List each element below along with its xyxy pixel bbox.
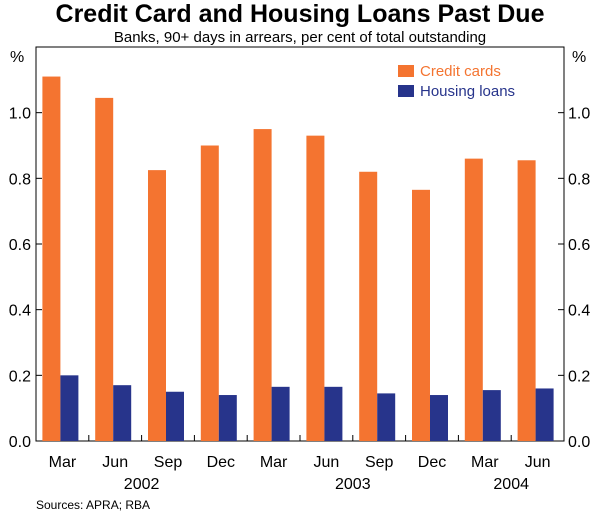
bar-credit-cards-8 xyxy=(464,158,483,441)
bar-housing-loans-4 xyxy=(271,386,290,441)
bar-housing-loans-3 xyxy=(218,395,237,441)
x-category-label: Dec xyxy=(418,454,446,471)
x-category-label: Jun xyxy=(525,454,551,471)
legend-swatch-credit-cards xyxy=(398,65,414,77)
y-tick-label-right: 0.4 xyxy=(568,303,590,320)
labels-group: 0.0 0.0 0.2 0.2 0.4 0.4 0.6 0.6 0.8 0.8 1.0 1.0 Mar J… xyxy=(9,106,591,493)
legend-swatch-housing-loans xyxy=(398,85,414,97)
source-note: Sources: APRA; RBA xyxy=(36,498,151,512)
y-tick-label-left: 1.0 xyxy=(9,106,31,123)
bar-housing-loans-7 xyxy=(430,395,448,441)
bar-housing-loans-0 xyxy=(60,375,79,441)
y-tick-label-right: 0.0 xyxy=(568,434,590,451)
x-category-label: Mar xyxy=(471,454,499,471)
bar-housing-loans-2 xyxy=(166,391,184,441)
x-category-label: Sep xyxy=(154,454,183,471)
ticks-group xyxy=(36,112,564,441)
chart-title: Credit Card and Housing Loans Past Due xyxy=(55,0,545,28)
plot-frame xyxy=(35,46,565,442)
x-category-label: Dec xyxy=(207,454,235,471)
bar-credit-cards-1 xyxy=(95,97,114,442)
bar-credit-cards-2 xyxy=(148,170,166,441)
legend: Credit cards Housing loans xyxy=(398,63,515,100)
y-tick-label-left: 0.6 xyxy=(9,237,31,254)
x-year-label: 2003 xyxy=(335,476,371,493)
y-tick-label-left: 0.2 xyxy=(9,368,31,385)
y-unit-left: % xyxy=(10,49,24,66)
legend-label-credit-cards: Credit cards xyxy=(420,63,501,80)
bar-credit-cards-5 xyxy=(306,135,325,441)
bar-housing-loans-8 xyxy=(482,390,501,441)
bar-credit-cards-4 xyxy=(253,129,272,442)
y-tick-label-left: 0.8 xyxy=(9,171,31,188)
y-tick-label-right: 0.2 xyxy=(568,368,590,385)
x-category-label: Mar xyxy=(49,454,77,471)
x-category-label: Mar xyxy=(260,454,288,471)
bar-credit-cards-9 xyxy=(517,160,536,441)
bars-group xyxy=(42,76,554,442)
y-tick-label-right: 1.0 xyxy=(568,106,590,123)
bar-housing-loans-5 xyxy=(324,386,343,441)
x-year-label: 2004 xyxy=(493,476,529,493)
bar-credit-cards-7 xyxy=(412,189,430,441)
chart-subtitle: Banks, 90+ days in arrears, per cent of … xyxy=(113,29,487,46)
x-category-label: Jun xyxy=(102,454,128,471)
x-category-label: Sep xyxy=(365,454,394,471)
y-tick-label-left: 0.0 xyxy=(9,434,31,451)
bar-housing-loans-9 xyxy=(535,388,554,441)
y-unit-right: % xyxy=(572,49,586,66)
legend-label-housing-loans: Housing loans xyxy=(420,83,515,100)
bar-credit-cards-6 xyxy=(359,171,378,441)
bar-housing-loans-6 xyxy=(377,393,396,441)
y-tick-label-left: 0.4 xyxy=(9,303,31,320)
y-tick-label-right: 0.6 xyxy=(568,237,590,254)
y-tick-label-right: 0.8 xyxy=(568,171,590,188)
bar-credit-cards-3 xyxy=(200,145,219,441)
x-year-label: 2002 xyxy=(124,476,160,493)
bar-housing-loans-1 xyxy=(113,385,132,441)
x-category-label: Jun xyxy=(314,454,340,471)
bar-credit-cards-0 xyxy=(42,76,61,442)
